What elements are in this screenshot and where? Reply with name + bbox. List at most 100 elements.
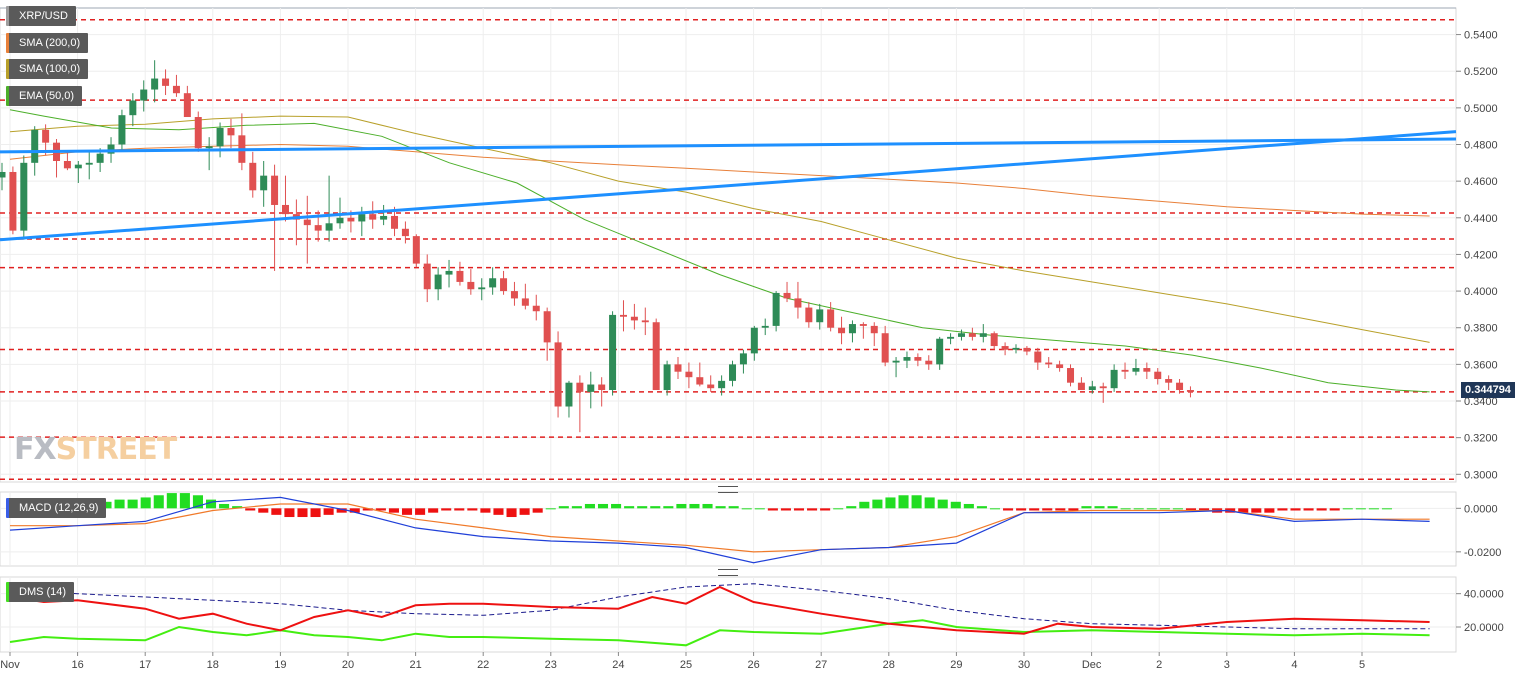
candle-body-71: [772, 292, 780, 326]
candle-body-4: [42, 129, 50, 143]
x-tick-label-16: Dec: [1082, 659, 1102, 671]
macd-histogram-bar-75: [989, 508, 1001, 510]
candle-body-89: [968, 333, 976, 337]
macd-histogram-bar-83: [1094, 506, 1105, 509]
candle-body-102: [1110, 369, 1118, 389]
macd-histogram-bar-24: [323, 508, 334, 515]
macd-histogram-bar-86: [1133, 508, 1144, 510]
macd-resize-handle[interactable]: [718, 486, 738, 493]
candle-body-79: [859, 324, 867, 326]
candle-body-30: [325, 223, 333, 231]
candle-body-93: [1012, 347, 1020, 350]
macd-histogram-bar-53: [702, 503, 713, 509]
macd-histogram-bar-74: [976, 506, 987, 509]
macd-histogram-bar-78: [1029, 508, 1040, 511]
candle-body-56: [609, 314, 617, 391]
macd-histogram-bar-12: [166, 493, 177, 509]
macd-histogram-bar-43: [571, 506, 582, 509]
macd-histogram-bar-81: [1068, 508, 1079, 511]
candle-body-70: [761, 325, 769, 328]
last-price-badge: 0.344794: [1461, 382, 1515, 398]
candle-body-78: [848, 324, 856, 334]
candle-body-46: [500, 278, 508, 292]
x-tick-label-6: 21: [409, 659, 421, 671]
candle-body-51: [554, 342, 562, 407]
candle-body-53: [576, 382, 584, 392]
macd-histogram-bar-70: [924, 497, 935, 509]
candle-body-33: [358, 214, 366, 222]
candle-body-31: [336, 217, 344, 224]
x-tick-label-0: Nov: [0, 659, 20, 671]
candle-body-76: [827, 309, 835, 328]
price-tick-label-9: 0.3600: [1464, 359, 1498, 371]
macd-histogram-bar-84: [1107, 506, 1118, 509]
price-tick-label-7: 0.4000: [1464, 286, 1498, 298]
macd-histogram-bar-85: [1120, 508, 1131, 510]
candle-body-49: [532, 305, 540, 312]
macd-histogram-bar-63: [833, 508, 844, 510]
macd-histogram-bar-65: [859, 501, 870, 509]
candle-body-95: [1034, 351, 1042, 363]
macd-histogram-bar-35: [467, 508, 478, 511]
price-tick-label-5: 0.4400: [1464, 213, 1498, 225]
sma200-tag: SMA (200,0): [6, 33, 89, 53]
macd-histogram-bar-50: [663, 506, 674, 509]
x-tick-label-4: 19: [274, 659, 286, 671]
macd-signal-line: [10, 503, 1430, 553]
candle-body-26: [281, 204, 289, 215]
panel-frame-1: [0, 491, 1457, 567]
macd-histogram-bar-101: [1329, 508, 1340, 511]
macd-histogram-bar-23: [310, 508, 321, 518]
candle-body-105: [1143, 368, 1151, 372]
candle-body-50: [543, 311, 551, 343]
candle-body-57: [619, 314, 627, 317]
candle-body-98: [1067, 368, 1075, 383]
panel-frame-0: [0, 7, 1457, 483]
macd-histogram-bar-11: [153, 495, 164, 509]
x-tick-label-9: 24: [612, 659, 624, 671]
candle-body-62: [674, 364, 682, 372]
macd-histogram-bar-20: [271, 508, 282, 515]
macd-histogram-bar-64: [846, 506, 857, 509]
candle-body-13: [140, 89, 148, 101]
sma100-line: [9, 115, 1430, 343]
macd-histogram-bar-36: [480, 508, 491, 513]
candle-body-88: [957, 333, 965, 337]
macd-histogram-bar-88: [1159, 508, 1170, 510]
macd-histogram-bar-56: [741, 508, 752, 510]
macd-histogram-bar-41: [545, 508, 556, 510]
x-tick-label-11: 26: [747, 659, 759, 671]
price-tick-label-2: 0.5000: [1464, 103, 1498, 115]
macd-histogram-bar-94: [1238, 508, 1249, 513]
sma200-line: [9, 143, 1430, 217]
candle-body-108: [1176, 382, 1184, 391]
trendline-0: [0, 137, 1457, 154]
candle-body-83: [903, 357, 911, 361]
candle-body-9: [96, 153, 104, 163]
macd-histogram-bar-68: [898, 495, 909, 509]
price-tick-label-3: 0.4800: [1464, 140, 1498, 152]
sma100-tag: SMA (100,0): [6, 59, 89, 79]
macd-histogram-bar-40: [532, 508, 543, 513]
candle-body-77: [838, 327, 846, 334]
candle-body-90: [979, 333, 987, 337]
candle-body-54: [587, 384, 595, 392]
candle-body-40: [434, 274, 442, 290]
macd-histogram-bar-61: [807, 508, 818, 511]
macd-histogram-bar-91: [1199, 508, 1210, 511]
candle-body-67: [729, 364, 737, 381]
macd-histogram-bar-10: [140, 497, 151, 509]
macd-histogram-bar-34: [454, 508, 465, 511]
macd-histogram-bar-48: [637, 506, 648, 509]
macd-histogram-bar-66: [872, 499, 883, 509]
candle-body-43: [467, 281, 475, 290]
candle-body-63: [685, 371, 693, 378]
macd-histogram-bar-89: [1172, 508, 1183, 510]
macd-histogram-bar-47: [624, 506, 635, 509]
candle-body-52: [565, 382, 573, 407]
macd-histogram-bar-98: [1290, 508, 1301, 511]
dms-resize-handle[interactable]: [718, 569, 738, 576]
macd-histogram-bar-97: [1277, 508, 1288, 511]
candle-body-42: [456, 270, 464, 282]
